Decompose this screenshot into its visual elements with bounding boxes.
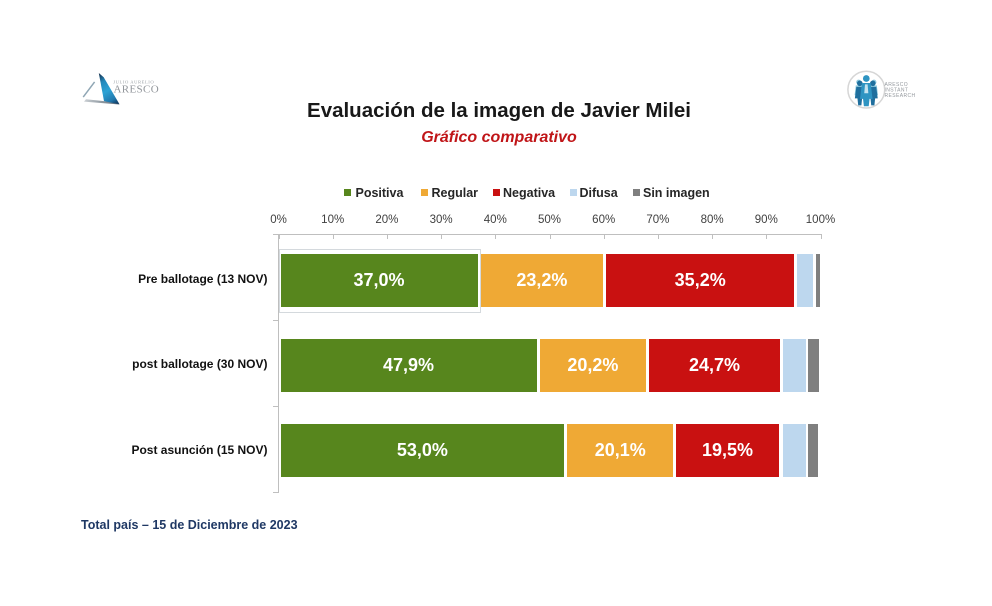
svg-text:JULIO AURELIO: JULIO AURELIO xyxy=(113,79,154,84)
svg-text:ARESCO: ARESCO xyxy=(114,84,160,96)
svg-text:ARESCO: ARESCO xyxy=(885,82,909,88)
svg-text:RESEARCH: RESEARCH xyxy=(885,93,916,99)
svg-text:INSTANT: INSTANT xyxy=(885,88,909,94)
